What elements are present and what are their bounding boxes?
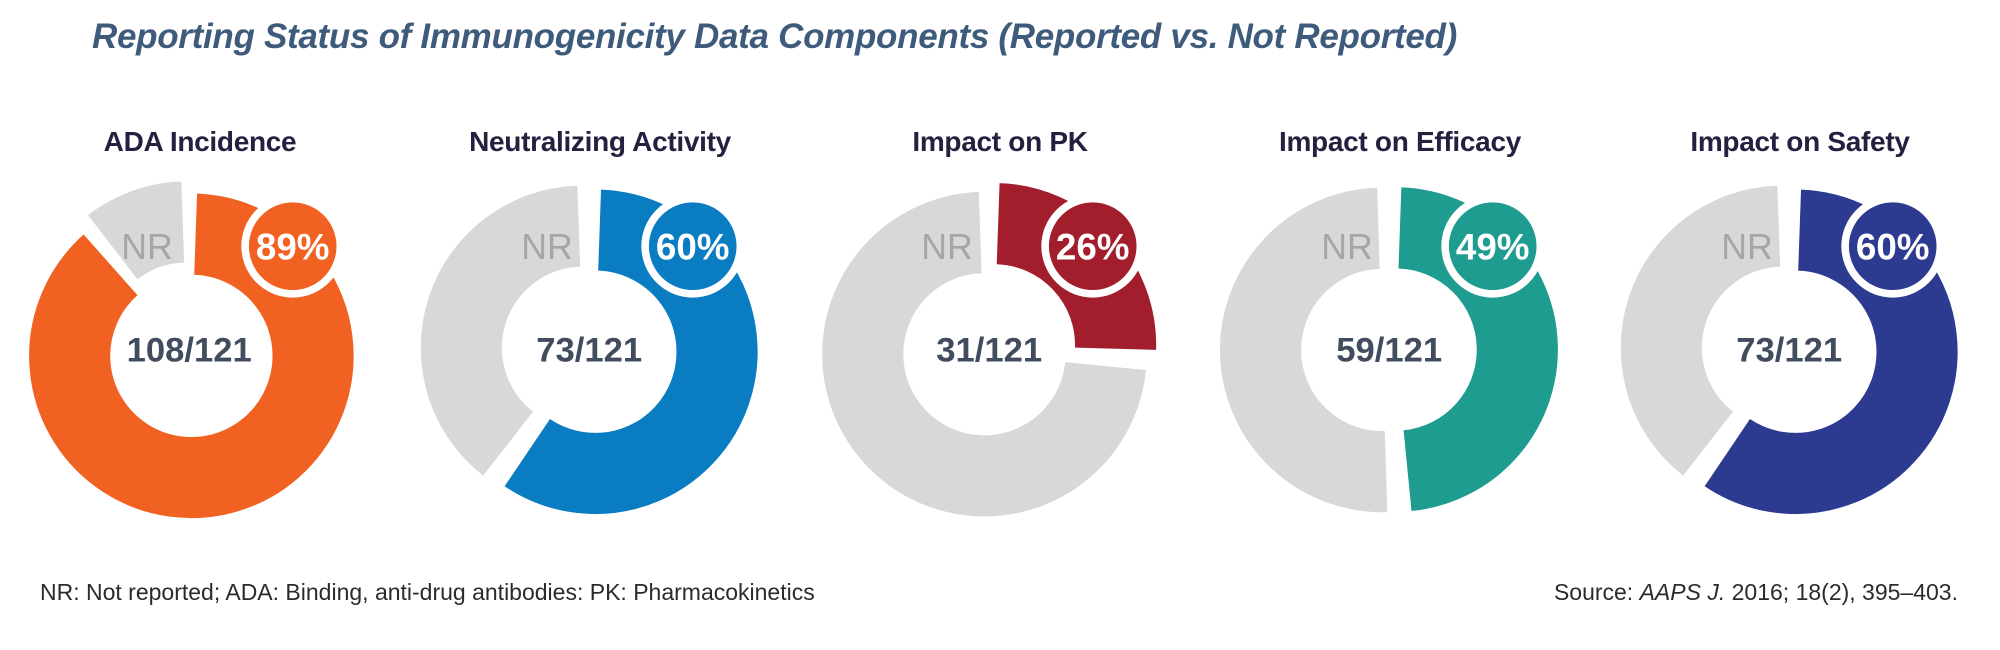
source-citation: Source: AAPS J. 2016; 18(2), 395–403.: [1554, 579, 1958, 606]
donut-nr-segment: [1620, 185, 1782, 476]
footer: NR: Not reported; ADA: Binding, anti-dru…: [40, 579, 1958, 606]
chart-panel: Impact on Safety NR 73/121 60%: [1600, 126, 2000, 525]
chart-panel: Impact on Efficacy NR 59/121 49%: [1200, 126, 1600, 525]
footnote-abbreviations: NR: Not reported; ADA: Binding, anti-dru…: [40, 579, 815, 605]
panel-title: Neutralizing Activity: [469, 126, 731, 157]
donut-chart: NR 59/121 49%: [1220, 187, 1558, 513]
center-count-label: 73/121: [536, 332, 642, 370]
percent-badge: [1841, 195, 1945, 298]
percent-badge-label: 89%: [256, 227, 330, 268]
percent-badge: [241, 195, 345, 298]
percent-badge: [1441, 195, 1545, 298]
percent-badge-label: 26%: [1056, 227, 1130, 268]
percent-badge: [1041, 195, 1145, 298]
donut-nr-segment: [420, 185, 582, 476]
charts-row: ADA Incidence NR 108/121 89% Neutralizing Ac…: [0, 126, 2000, 525]
nr-label: NR: [1321, 227, 1373, 267]
center-count-label: 108/121: [127, 332, 252, 370]
panel-title: ADA Incidence: [103, 126, 297, 157]
center-count-label: 59/121: [1336, 332, 1442, 370]
nr-label: NR: [921, 227, 973, 267]
percent-badge-label: 49%: [1456, 227, 1530, 268]
source-journal: AAPS J.: [1639, 579, 1726, 605]
nr-label: NR: [521, 227, 573, 267]
donut-chart: NR 73/121 60%: [420, 185, 758, 515]
panel-title: Impact on PK: [912, 126, 1088, 157]
figure-title: Reporting Status of Immunogenicity Data …: [92, 17, 1457, 56]
nr-label: NR: [1721, 227, 1773, 267]
percent-badge-label: 60%: [1856, 227, 1930, 268]
chart-panel: ADA Incidence NR 108/121 89%: [0, 126, 400, 525]
source-prefix: Source:: [1553, 579, 1640, 605]
donut-nr-segment: [1220, 187, 1388, 513]
panel-title: Impact on Efficacy: [1278, 126, 1521, 157]
donut-chart: NR 108/121 89%: [29, 181, 354, 519]
chart-panel: Neutralizing Activity NR 73/121 60%: [400, 126, 800, 525]
donut-nr-segment: [822, 192, 1146, 517]
center-count-label: 31/121: [936, 332, 1042, 370]
percent-badge: [641, 195, 745, 298]
chart-panel: Impact on PK NR 31/121 26%: [800, 126, 1200, 525]
panel-title: Impact on Safety: [1690, 126, 1910, 157]
percent-badge-label: 60%: [656, 227, 730, 268]
donut-chart: NR 73/121 60%: [1620, 185, 1958, 515]
donut-nr-segment: [87, 181, 186, 281]
nr-label: NR: [121, 227, 173, 267]
center-count-label: 73/121: [1736, 332, 1842, 370]
donut-chart: NR 31/121 26%: [822, 183, 1157, 517]
source-rest: 2016; 18(2), 395–403.: [1725, 579, 1958, 605]
